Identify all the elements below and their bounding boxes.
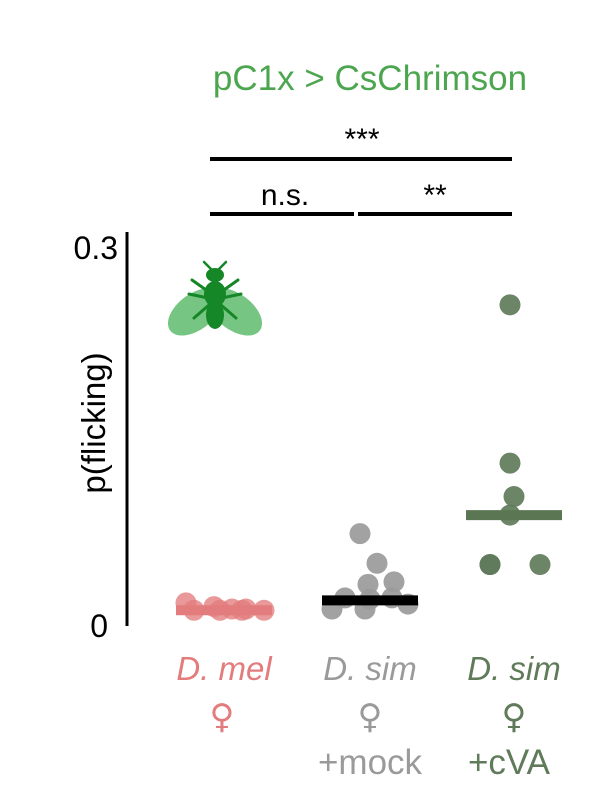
treatment-label-mock: +mock bbox=[318, 743, 423, 782]
data-point-mock-3 bbox=[383, 571, 405, 593]
fly-thorax bbox=[204, 281, 226, 307]
data-point-cva-0 bbox=[499, 294, 521, 316]
fly-bristles bbox=[202, 260, 228, 271]
data-point-cva-6 bbox=[529, 554, 551, 576]
fly-head bbox=[206, 268, 224, 282]
significance-label-1-3: *** bbox=[344, 123, 379, 156]
significance-label-2-3: ** bbox=[423, 179, 447, 212]
y-axis-label: p(flicking) bbox=[75, 352, 112, 493]
category-label-mock: D. sim bbox=[323, 650, 417, 687]
female-symbol-cva: ♀ bbox=[502, 697, 527, 737]
data-point-mock-0 bbox=[349, 523, 371, 545]
data-point-cva-1 bbox=[499, 452, 521, 474]
category-label-cva: D. sim bbox=[467, 650, 561, 687]
fly-legs bbox=[187, 278, 243, 320]
fruit-fly-icon bbox=[167, 260, 263, 336]
treatment-label-cva: +cVA bbox=[468, 743, 551, 782]
data-point-cva-2 bbox=[503, 486, 525, 508]
chart-title: pC1x > CsChrimson bbox=[213, 59, 527, 98]
data-point-cva-5 bbox=[479, 554, 501, 576]
category-label-mel: D. mel bbox=[176, 650, 273, 687]
y-tick-label-0.3: 0.3 bbox=[74, 230, 118, 266]
y-tick-label-0: 0 bbox=[90, 608, 108, 644]
female-symbol-mock: ♀ bbox=[358, 697, 383, 737]
data-point-mock-1 bbox=[366, 552, 388, 574]
data-points-layer bbox=[175, 294, 551, 621]
significance-label-1-2: n.s. bbox=[261, 179, 309, 212]
fly-abdomen bbox=[206, 301, 224, 329]
female-symbol-mel: ♀ bbox=[210, 697, 235, 737]
median-bars-layer bbox=[176, 510, 562, 616]
